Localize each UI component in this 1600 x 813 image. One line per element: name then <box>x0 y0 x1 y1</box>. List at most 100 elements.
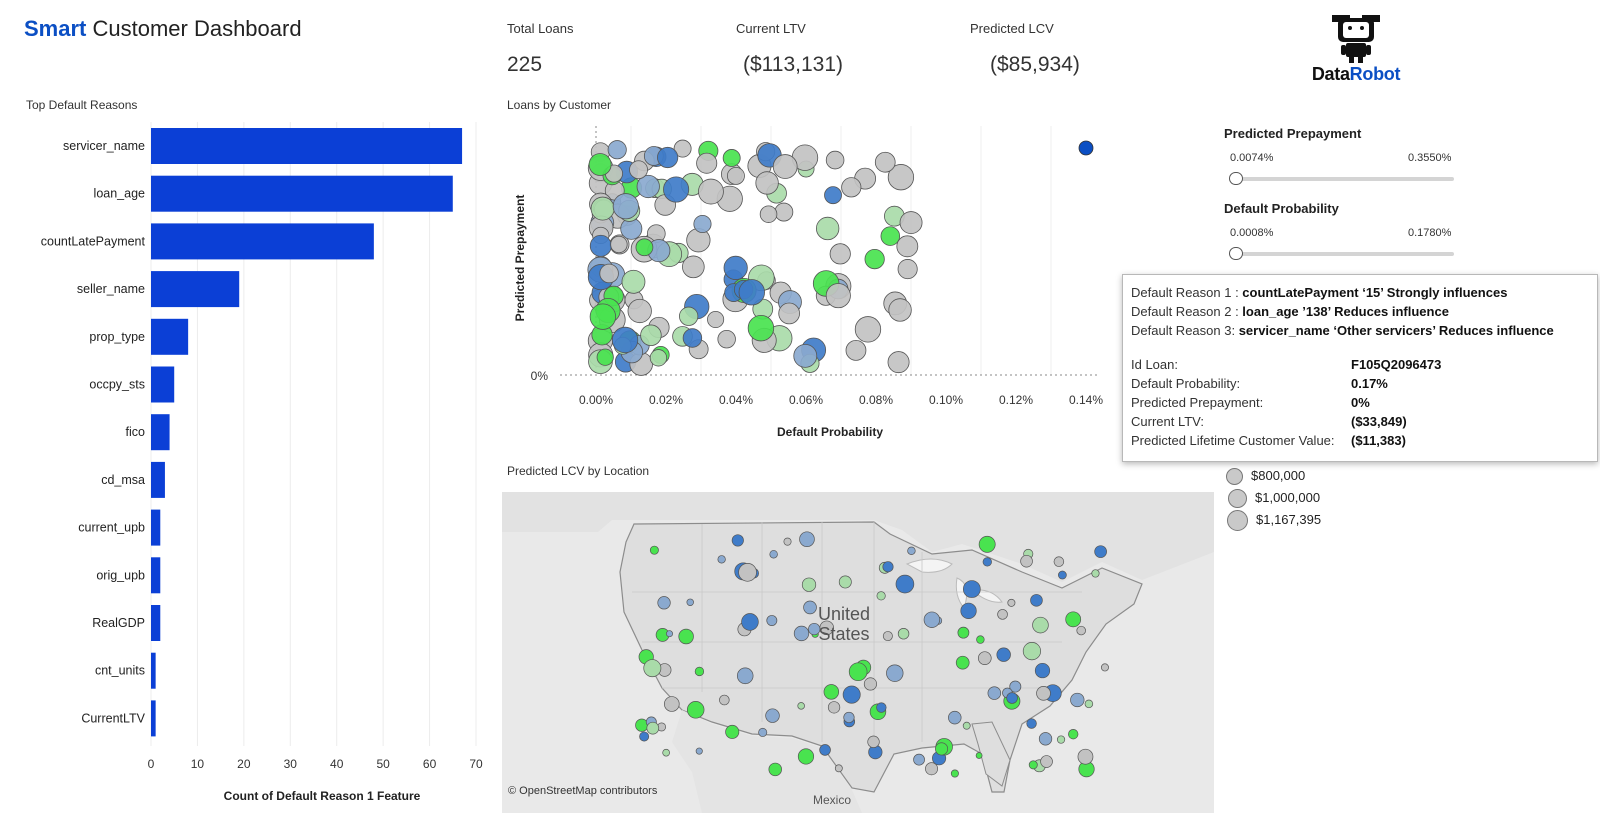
scatter-point[interactable] <box>755 171 779 195</box>
scatter-point[interactable] <box>793 343 818 368</box>
scatter-point[interactable] <box>589 303 617 330</box>
map-location-point[interactable] <box>731 534 744 547</box>
scatter-point[interactable] <box>636 174 660 199</box>
scatter-point[interactable] <box>588 153 612 176</box>
bar-fico[interactable] <box>151 414 170 451</box>
scatter-point[interactable] <box>679 306 699 326</box>
map-location-point[interactable] <box>843 711 855 724</box>
map-location-point[interactable] <box>895 574 915 594</box>
map-location-point[interactable] <box>1084 699 1094 709</box>
map-location-point[interactable] <box>886 664 904 682</box>
scatter-point[interactable] <box>649 349 668 367</box>
map-location-point[interactable] <box>808 622 821 636</box>
bar-orig_upb[interactable] <box>151 557 161 594</box>
scatter-point[interactable] <box>696 152 718 174</box>
bar-cd_msa[interactable] <box>151 461 165 498</box>
loans-by-customer-scatter[interactable]: 0.00% 0.02% 0.04% 0.06% 0.08% 0.10% 0.12% 0.14%… <box>500 118 1120 448</box>
map-location-point[interactable] <box>876 591 886 601</box>
map-location-point[interactable] <box>768 762 782 777</box>
map-location-point[interactable] <box>975 752 983 759</box>
scatter-point[interactable] <box>887 164 915 191</box>
map-location-point[interactable] <box>1026 718 1037 729</box>
filter-prepayment-slider-track[interactable] <box>1232 177 1454 181</box>
map-location-point[interactable] <box>793 625 810 642</box>
map-location-point[interactable] <box>997 609 1008 620</box>
bar-countLatePayment[interactable] <box>151 223 374 260</box>
map-location-point[interactable] <box>1006 692 1018 704</box>
map-location-point[interactable] <box>799 531 815 547</box>
scatter-point[interactable] <box>693 214 712 234</box>
scatter-point[interactable] <box>596 348 614 366</box>
map-location-point[interactable] <box>666 630 673 638</box>
scatter-point[interactable] <box>627 298 652 324</box>
map-location-point[interactable] <box>838 575 852 589</box>
scatter-point[interactable] <box>726 166 745 185</box>
scatter-point[interactable] <box>845 340 867 361</box>
map-location-point[interactable] <box>867 735 880 748</box>
map-location-point[interactable] <box>662 748 670 757</box>
scatter-point[interactable] <box>722 149 741 167</box>
filter-default-prob-slider-handle[interactable] <box>1229 247 1243 260</box>
map-location-point[interactable] <box>1070 692 1085 708</box>
map-location-point[interactable] <box>646 721 660 735</box>
map-location-point[interactable] <box>976 635 985 644</box>
map-location-point[interactable] <box>736 667 754 685</box>
map-location-point[interactable] <box>694 666 705 677</box>
map-location-point[interactable] <box>639 731 650 742</box>
map-location-point[interactable] <box>695 747 703 755</box>
scatter-point[interactable] <box>657 146 679 169</box>
map-location-point[interactable] <box>1022 642 1042 661</box>
scatter-point[interactable] <box>707 310 725 329</box>
map-location-point[interactable] <box>982 557 992 567</box>
map-location-point[interactable] <box>643 659 662 678</box>
map-location-point[interactable] <box>950 769 959 778</box>
bar-seller_name[interactable] <box>151 271 240 308</box>
scatter-point[interactable] <box>607 140 627 160</box>
map-location-point[interactable] <box>955 655 970 670</box>
bar-RealGDP[interactable] <box>151 605 161 641</box>
map-location-point[interactable] <box>1040 755 1053 768</box>
map-location-point[interactable] <box>842 685 861 704</box>
bar-loan_age[interactable] <box>151 175 453 212</box>
map-location-point[interactable] <box>1058 570 1067 580</box>
scatter-point[interactable] <box>599 263 619 284</box>
scatter-point[interactable] <box>663 176 690 203</box>
scatter-point[interactable] <box>738 279 765 306</box>
map-location-point[interactable] <box>960 602 977 619</box>
map-location-point[interactable] <box>769 550 778 559</box>
map-location-point[interactable] <box>823 684 840 700</box>
scatter-point[interactable] <box>723 255 748 280</box>
map-location-point[interactable] <box>834 764 843 773</box>
map-location-point[interactable] <box>935 742 949 756</box>
scatter-point[interactable] <box>747 314 775 342</box>
map-location-point[interactable] <box>897 627 910 640</box>
map-location-point[interactable] <box>827 701 841 714</box>
scatter-point[interactable] <box>880 226 901 246</box>
scatter-point[interactable] <box>888 298 912 322</box>
map-location-point[interactable] <box>962 721 971 730</box>
scatter-point[interactable] <box>772 154 798 179</box>
scatter-point[interactable] <box>682 255 705 279</box>
map-location-point[interactable] <box>1077 748 1094 765</box>
map-location-point[interactable] <box>1034 662 1051 679</box>
scatter-point[interactable] <box>698 178 724 205</box>
map-location-point[interactable] <box>783 537 792 546</box>
map-location-point[interactable] <box>1032 616 1049 634</box>
map-location-point[interactable] <box>948 710 962 725</box>
map-location-point[interactable] <box>765 708 780 723</box>
map-location-point[interactable] <box>882 631 893 642</box>
filter-default-prob-slider-track[interactable] <box>1232 252 1454 256</box>
scatter-point[interactable] <box>778 302 800 325</box>
map-location-point[interactable] <box>913 753 925 766</box>
map-location-point[interactable] <box>996 647 1011 662</box>
scatter-point[interactable] <box>621 269 646 294</box>
map-location-point[interactable] <box>977 651 992 665</box>
map-location-point[interactable] <box>686 598 694 606</box>
map-location-point[interactable] <box>1020 554 1033 568</box>
bar-prop_type[interactable] <box>151 318 189 355</box>
map-location-point[interactable] <box>649 545 659 555</box>
scatter-point[interactable] <box>629 160 648 180</box>
scatter-point[interactable] <box>673 139 692 158</box>
map-location-point[interactable] <box>797 702 805 710</box>
scatter-point[interactable] <box>759 205 778 223</box>
